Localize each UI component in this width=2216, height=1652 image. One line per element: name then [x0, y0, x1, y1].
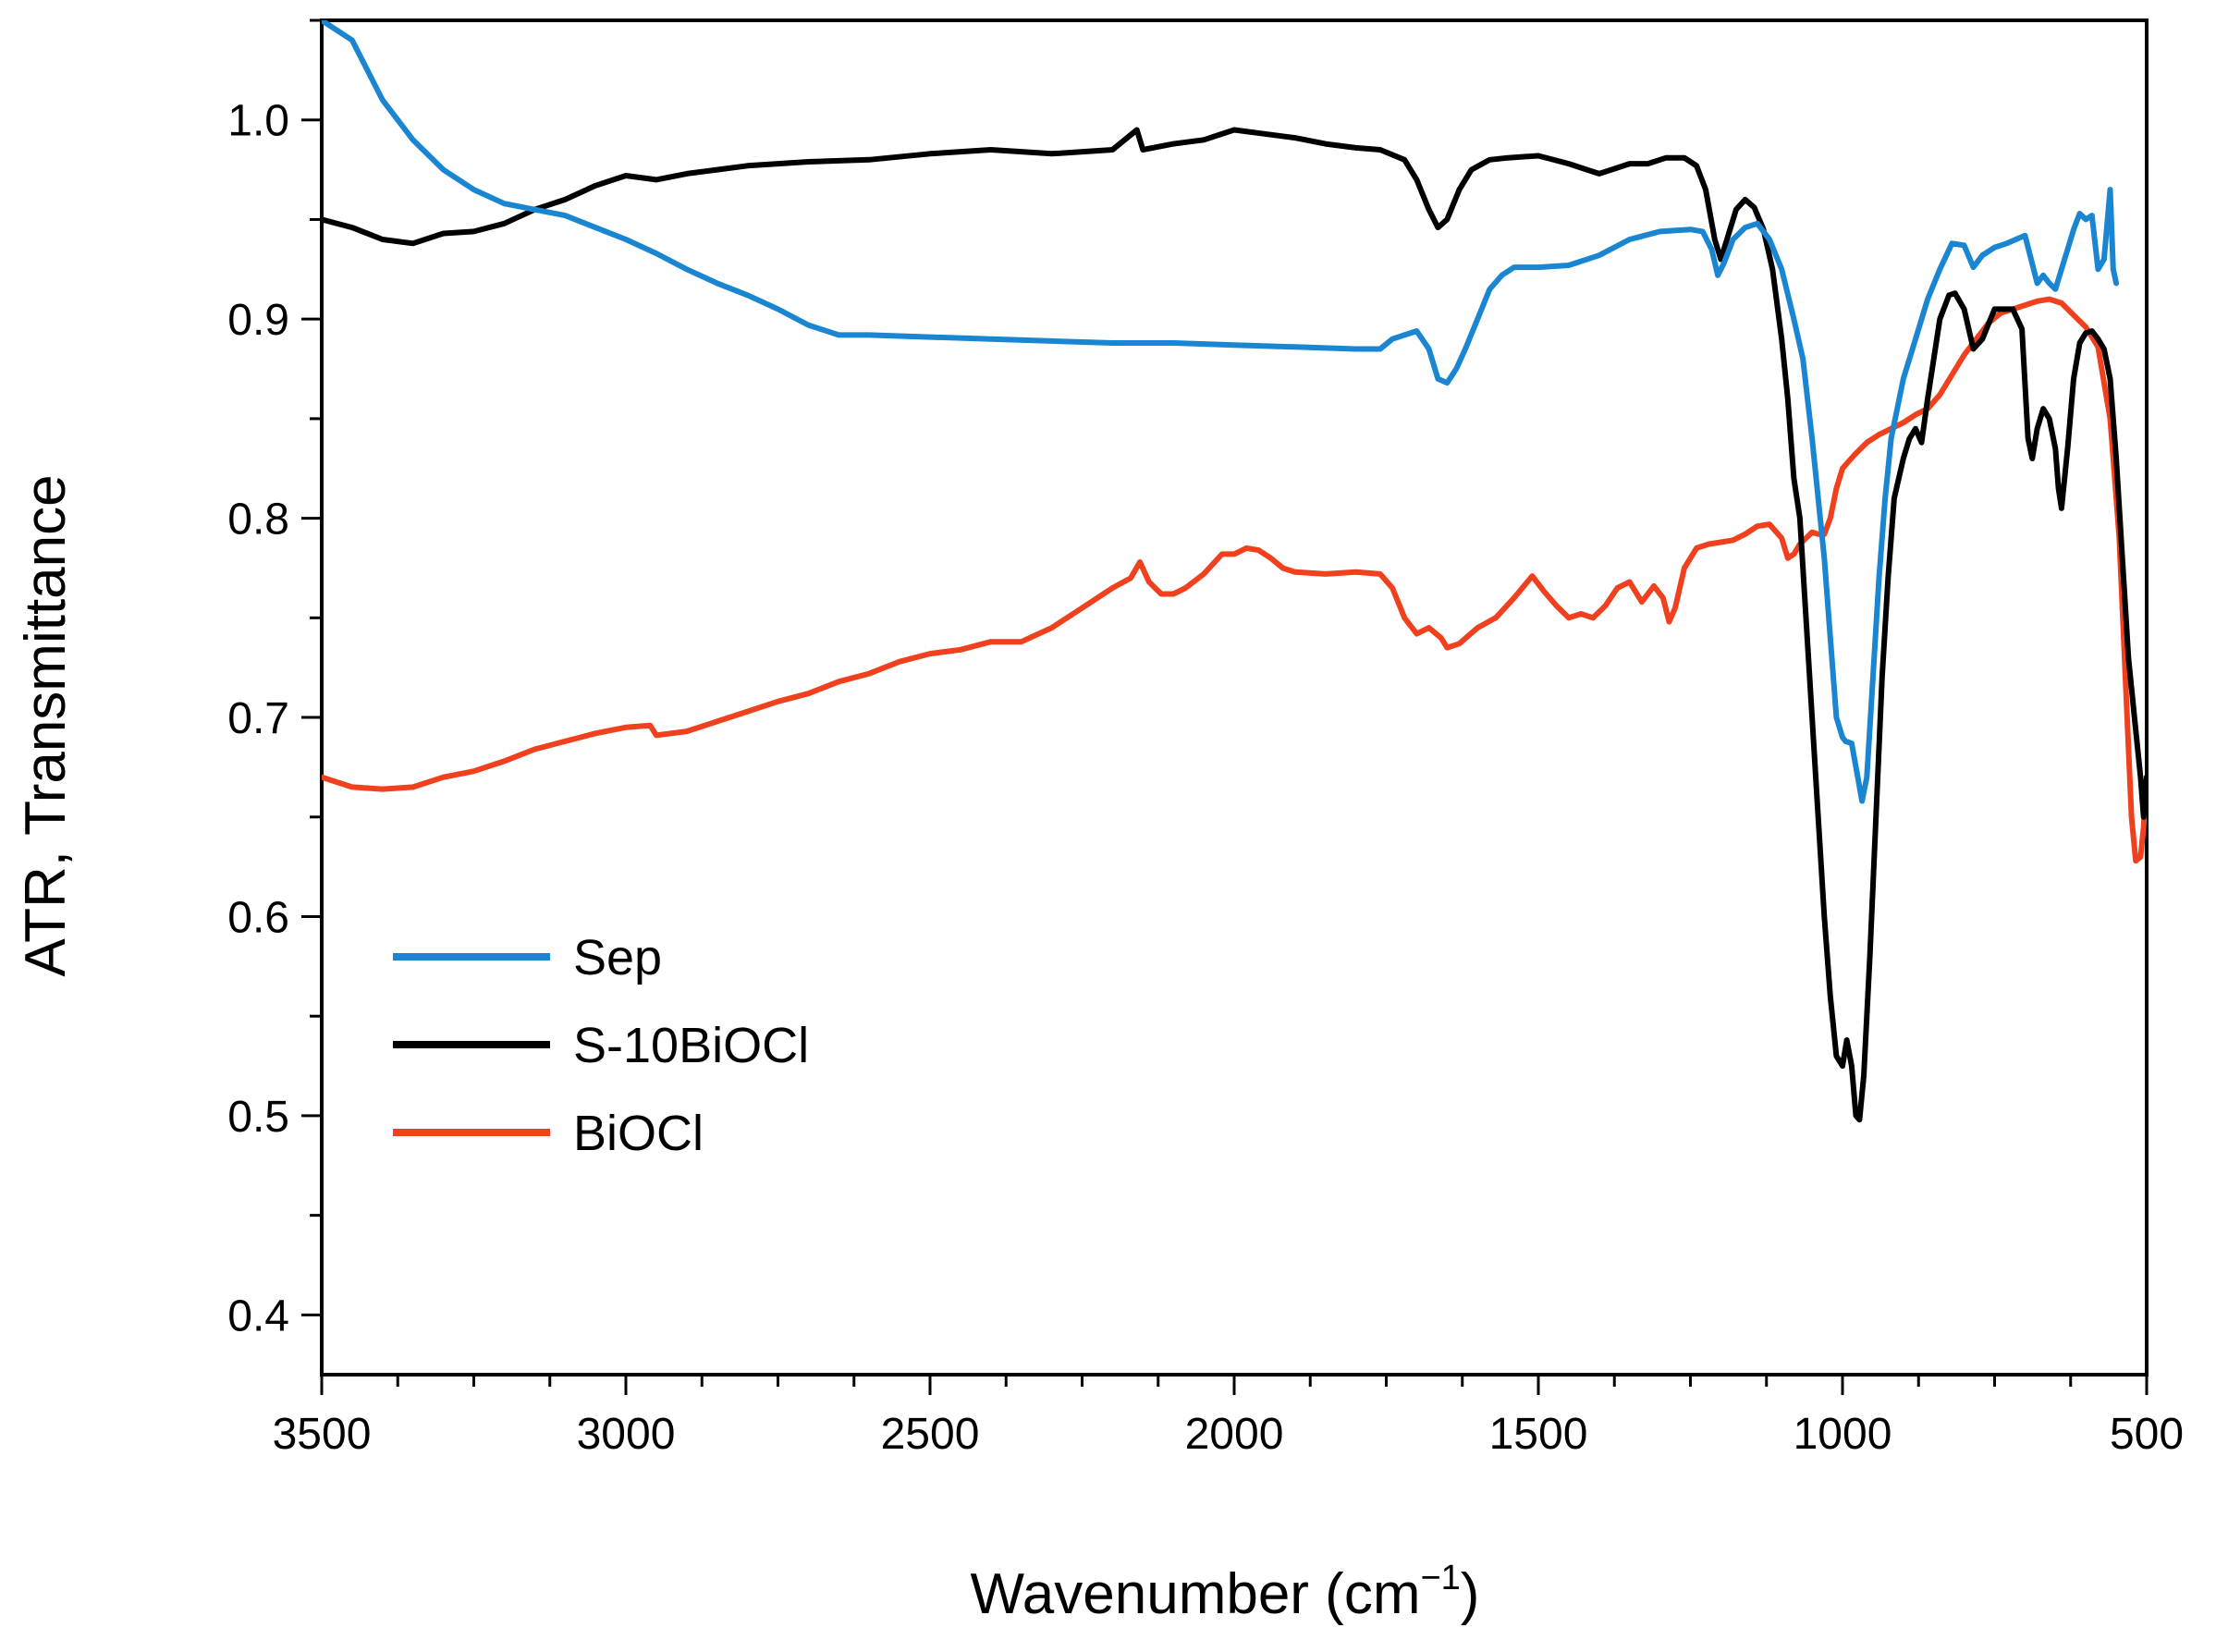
x-tick-label: 1500 [1489, 1410, 1588, 1459]
y-tick-label: 0.7 [227, 694, 289, 743]
x-axis-title-suffix: ) [1461, 1562, 1480, 1626]
series-layer [322, 20, 2147, 1123]
x-tick-label: 1000 [1794, 1410, 1892, 1459]
series-line-biocl [322, 296, 2147, 864]
y-tick-label: 0.6 [227, 893, 289, 942]
series-line-sep [322, 20, 2120, 804]
x-axis-ticks: 3500 3000 2500 2000 1500 1000 500 [273, 1375, 2184, 1459]
y-axis-title: ATR, Transmittance [14, 474, 78, 976]
x-axis-title-main: Wavenumber (cm [971, 1562, 1421, 1626]
x-tick-label: 2500 [881, 1410, 980, 1459]
y-tick-label: 0.8 [227, 496, 289, 545]
legend-label-s-10biocl: S-10BiOCl [573, 1018, 809, 1073]
x-axis-title-superscript: −1 [1420, 1559, 1460, 1597]
x-tick-label: 3500 [273, 1410, 372, 1459]
legend-label-biocl: BiOCl [573, 1106, 704, 1161]
x-tick-label: 2000 [1185, 1410, 1284, 1459]
x-tick-label: 500 [2110, 1410, 2184, 1459]
x-axis-title: Wavenumber (cm−1) [971, 1559, 1480, 1626]
series-line-s-10biocl [322, 127, 2147, 1123]
y-axis-ticks: 0.4 0.5 0.6 0.7 0.8 0.9 1.0 [227, 18, 322, 1340]
y-tick-label: 1.0 [227, 97, 289, 146]
legend: Sep S-10BiOCl BiOCl [393, 930, 809, 1161]
x-tick-label: 3000 [577, 1410, 676, 1459]
legend-label-sep: Sep [573, 930, 662, 985]
y-tick-label: 0.4 [227, 1291, 289, 1340]
y-tick-label: 0.5 [227, 1093, 289, 1142]
y-tick-label: 0.9 [227, 296, 289, 345]
